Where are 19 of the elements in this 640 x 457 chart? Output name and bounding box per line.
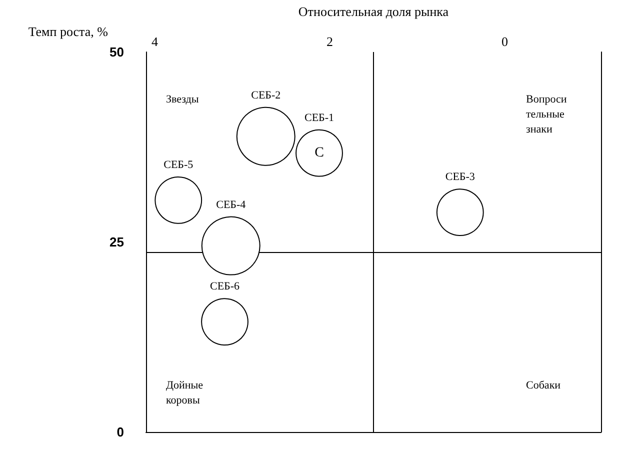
series-label: СЕБ-3 — [445, 171, 476, 184]
annotation: Собаки — [526, 380, 561, 392]
x-tick-label: 2 — [326, 34, 333, 49]
x-tick-label: 4 — [152, 34, 158, 49]
annotation: Вопроси тельные знаки — [526, 94, 567, 136]
series-label: СЕБ-1 — [304, 112, 334, 124]
series-label: СЕБ-6 — [210, 280, 240, 293]
series-label: СЕБ-5 — [164, 159, 194, 171]
y-tick-label: 25 — [110, 234, 124, 250]
annotation: С — [314, 146, 324, 161]
annotation: Дойные коровы — [166, 380, 204, 406]
x-axis-title: Относительная доля рынка — [298, 4, 449, 19]
y-tick-label: 50 — [110, 44, 124, 60]
y-axis-title: Темп роста, % — [28, 24, 108, 39]
series-label: СЕБ-2 — [251, 89, 281, 102]
annotation: Звезды — [166, 94, 200, 106]
x-tick-label: 0 — [502, 34, 508, 49]
series-label: СЕБ-4 — [216, 198, 246, 211]
y-tick-label: 0 — [116, 424, 124, 440]
